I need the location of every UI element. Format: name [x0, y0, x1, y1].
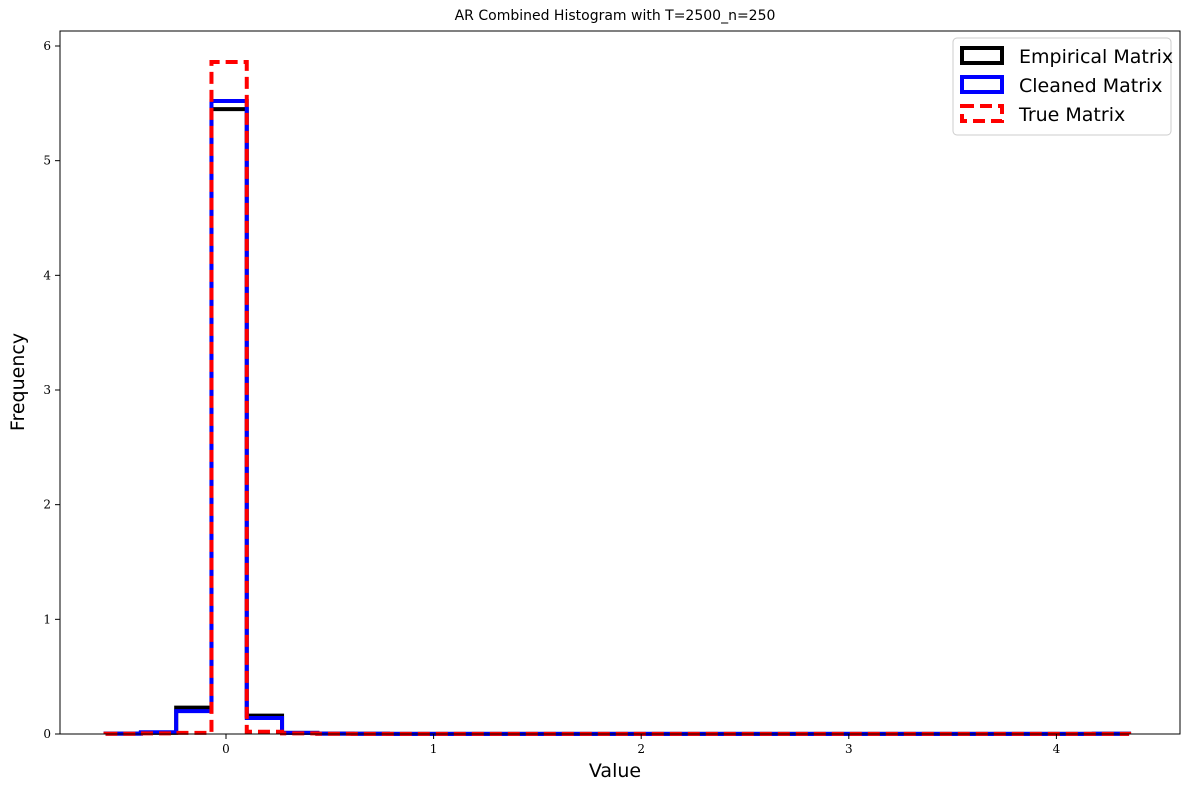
y-tick-label: 1 — [43, 612, 51, 626]
legend: Empirical Matrix Cleaned Matrix True Matri… — [952, 37, 1173, 136]
y-tick-label: 6 — [43, 39, 51, 53]
legend-swatch — [960, 75, 1004, 94]
x-tick-label: 3 — [845, 742, 853, 756]
x-tick-label: 0 — [222, 742, 230, 756]
y-tick-label: 3 — [43, 383, 51, 397]
series-empirical-matrix — [103, 107, 1132, 736]
x-axis-label: Value — [589, 760, 641, 782]
plot-frame — [59, 30, 1181, 735]
y-tick-label: 4 — [43, 268, 51, 282]
y-axis-ticks: 0 1 2 3 4 5 6 — [43, 39, 60, 741]
series-cleaned-matrix — [103, 99, 1132, 736]
legend-label: True Matrix — [1018, 104, 1125, 126]
legend-label: Empirical Matrix — [1019, 46, 1173, 68]
legend-swatch — [960, 46, 1004, 65]
legend-box — [952, 37, 1172, 136]
plot-area — [103, 60, 1132, 736]
x-tick-label: 1 — [430, 742, 438, 756]
series-true-matrix — [103, 60, 1132, 736]
legend-swatch — [960, 104, 1004, 123]
x-axis-ticks: 0 1 2 3 4 — [222, 734, 1061, 756]
y-tick-label: 0 — [43, 727, 51, 741]
y-tick-label: 2 — [43, 498, 51, 512]
x-tick-label: 2 — [637, 742, 645, 756]
x-tick-label: 4 — [1053, 742, 1061, 756]
chart-title: AR Combined Histogram with T=2500_n=250 — [455, 8, 776, 24]
y-axis-label: Frequency — [7, 333, 29, 431]
legend-label: Cleaned Matrix — [1019, 75, 1163, 97]
y-tick-label: 5 — [43, 154, 51, 168]
